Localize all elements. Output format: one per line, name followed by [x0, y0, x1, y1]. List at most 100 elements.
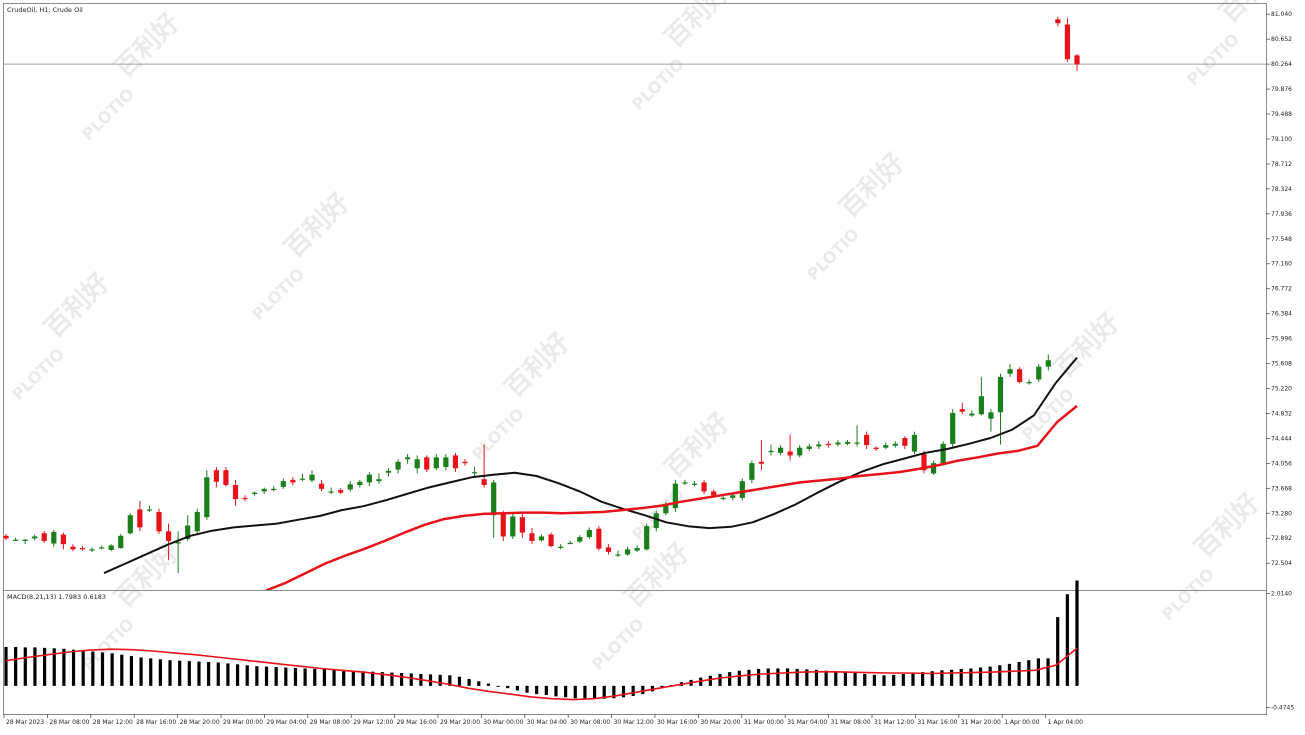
price-tick-label: 80.264 — [1271, 61, 1292, 68]
price-tick-label: 75.608 — [1271, 361, 1292, 368]
macd-bar — [303, 668, 307, 686]
candle-body — [672, 483, 678, 509]
candle-body — [118, 535, 124, 549]
macd-bar — [361, 671, 365, 686]
candle-body — [194, 512, 200, 532]
macd-bar — [805, 669, 809, 686]
candle-body — [567, 542, 573, 545]
candle-body — [873, 447, 879, 449]
time-tick-label: 30 Mar 16:00 — [657, 719, 697, 726]
candle-body — [519, 517, 525, 533]
candle-body — [988, 412, 994, 419]
macd-bar — [766, 668, 770, 686]
candle-body — [940, 443, 946, 464]
time-tick-label: 31 Mar 00:00 — [744, 719, 784, 726]
macd-bar — [998, 665, 1002, 686]
time-tick-label: 28 Mar 08:00 — [49, 719, 89, 726]
macd-bar — [409, 673, 413, 686]
macd-bar — [824, 670, 828, 686]
candle-body — [357, 481, 363, 485]
candle-body — [892, 443, 898, 446]
macd-bar — [438, 674, 442, 686]
macd-bar — [33, 647, 37, 686]
macd-bar — [737, 670, 741, 686]
candle-body — [644, 526, 650, 550]
candle-body — [691, 483, 698, 485]
candle-body — [720, 497, 726, 500]
candle-body — [395, 461, 401, 470]
candle-body — [510, 516, 516, 537]
price-tick-label: 80.652 — [1271, 36, 1292, 43]
candle-body — [471, 472, 478, 474]
candle-body — [844, 441, 851, 444]
time-tick-label: 30 Mar 12:00 — [614, 719, 654, 726]
candle-body — [787, 451, 793, 456]
candle-body — [51, 531, 57, 544]
candle-body — [997, 376, 1004, 413]
candle-body — [347, 484, 353, 490]
macd-bar — [14, 646, 18, 686]
candle-body — [137, 509, 143, 528]
macd-bar — [110, 653, 114, 686]
candle-body — [749, 463, 755, 480]
macd-bar — [457, 676, 462, 686]
candle-body — [883, 445, 889, 448]
candle-body — [1074, 55, 1080, 65]
time-tick-label: 31 Mar 04:00 — [787, 719, 827, 726]
macd-bar — [785, 668, 790, 686]
macd-bar — [390, 672, 394, 686]
candle-body — [414, 459, 420, 469]
candle-body — [701, 482, 707, 492]
time-tick-label: 31 Mar 20:00 — [961, 719, 1001, 726]
candle-body — [548, 534, 554, 547]
macd-bar — [535, 685, 539, 695]
macd-bar — [293, 667, 298, 686]
candle-body — [902, 438, 908, 446]
candle-body — [663, 504, 669, 514]
candle-body — [309, 474, 315, 481]
candle-body — [1017, 369, 1023, 383]
candle-body — [22, 539, 28, 541]
macd-bar — [149, 658, 153, 686]
time-tick-label: 29 Mar 00:00 — [223, 719, 263, 726]
time-tick-label: 30 Mar 00:00 — [483, 719, 523, 726]
moving-average-lines — [103, 356, 1078, 590]
candle-body — [558, 546, 564, 548]
candle-body — [89, 549, 95, 551]
candle-body — [223, 470, 229, 485]
candle-body — [213, 470, 219, 482]
candle-body — [70, 546, 76, 550]
price-tick-label: 76.384 — [1271, 311, 1292, 318]
time-tick-label: 28 Mar 16:00 — [136, 719, 176, 726]
macd-bar — [207, 662, 211, 686]
candle-body — [1007, 369, 1013, 374]
macd-bar — [139, 657, 143, 686]
macd-bar — [573, 685, 577, 699]
candle-body — [318, 483, 325, 489]
candle-body — [797, 447, 803, 456]
macd-bar — [602, 685, 606, 699]
candle-body — [825, 443, 831, 446]
macd-bar — [911, 673, 915, 686]
fast-ma-line — [103, 356, 1078, 575]
macd-bar — [1046, 658, 1050, 686]
price-tick-label: 78.712 — [1271, 161, 1292, 168]
candle-body — [127, 515, 133, 534]
candle-body — [462, 461, 468, 464]
time-tick-label: 30 Mar 04:00 — [527, 719, 567, 726]
candle-body — [433, 457, 439, 469]
macd-bar — [631, 685, 635, 696]
macd-bar — [795, 668, 799, 686]
candle-body — [730, 495, 736, 498]
macd-axis: 2.0140 -0.4745 — [1266, 591, 1294, 712]
candle-body — [911, 434, 918, 452]
candle-body — [481, 479, 487, 485]
candle-body — [328, 491, 334, 493]
candle-body — [1045, 360, 1051, 367]
candle-body — [529, 533, 535, 541]
macd-bar — [42, 647, 47, 686]
candle-body — [32, 536, 38, 539]
macd-bar — [940, 670, 944, 686]
price-tick-label: 75.220 — [1271, 386, 1292, 393]
